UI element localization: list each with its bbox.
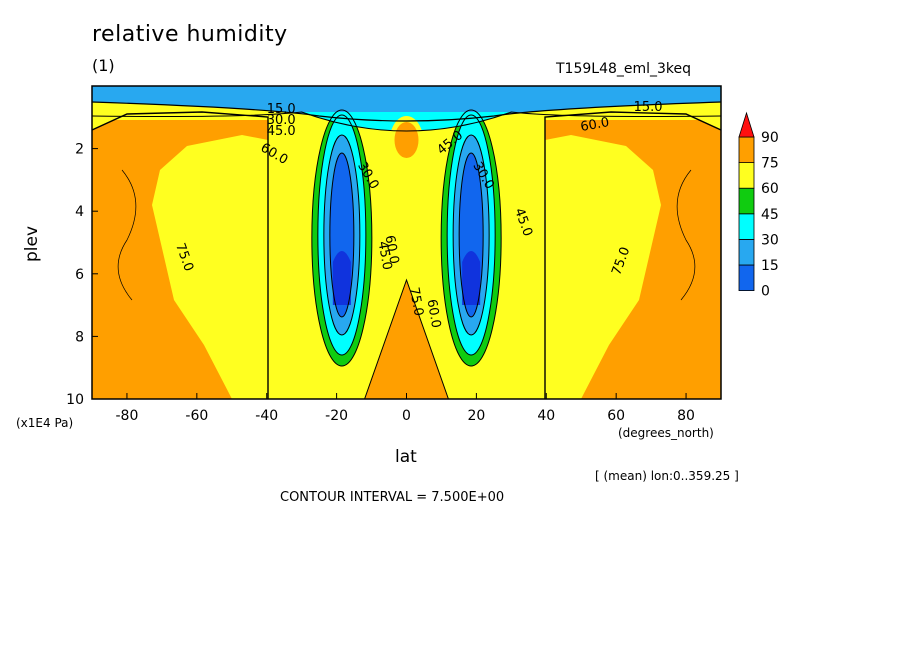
chart-title: relative humidity xyxy=(92,22,288,47)
contour-label-60-equator: 60.0 xyxy=(424,298,444,329)
contour-dry-south-1 xyxy=(446,114,496,356)
y-tick-label: 6 xyxy=(75,267,84,283)
contour-dry-south-3 xyxy=(458,152,484,318)
contour-dry-south-0 xyxy=(440,109,502,367)
contour-dry-south-2 xyxy=(452,134,490,336)
averaging-note: [ (mean) lon:0..359.25 ] xyxy=(595,469,739,483)
y-tick-label: 4 xyxy=(75,204,84,220)
y-unit-label: (x1E4 Pa) xyxy=(16,416,74,430)
colorbar-tick-label: 30 xyxy=(761,232,779,248)
yellow-zone-south xyxy=(152,135,292,399)
contour-75-north xyxy=(544,111,721,399)
colorbar-tick-label: 0 xyxy=(761,284,770,300)
contour-dry-north-0 xyxy=(311,109,373,367)
equatorial-moist-tongue xyxy=(364,280,449,399)
contour-30 xyxy=(92,111,721,132)
contour-thin-south xyxy=(117,169,137,301)
contour-label-60-inner: 60.0 xyxy=(382,234,402,265)
run-id-label: T159L48_eml_3keq xyxy=(556,61,692,77)
x-tick-label: -80 xyxy=(116,408,139,424)
contour-lines xyxy=(92,101,721,399)
x-tick-label: -40 xyxy=(255,408,278,424)
colorbar-extend-arrow xyxy=(738,111,755,138)
y-tick-label: 2 xyxy=(75,142,84,158)
upper-dry-tongue xyxy=(92,86,721,121)
colorbar-tick-label: 45 xyxy=(761,207,779,223)
x-tick-label: 0 xyxy=(402,408,411,424)
y-tick-label: 10 xyxy=(66,392,84,408)
axes: -80 -60 -40 -20 0 20 40 60 80 2 4 6 8 10 xyxy=(66,85,722,424)
x-tick-label: 40 xyxy=(537,408,555,424)
x-axis-label: lat xyxy=(395,447,417,467)
x-tick-label: -20 xyxy=(325,408,348,424)
contour-label-30-west: 30.0 xyxy=(267,113,296,128)
colorbar-swatch xyxy=(738,264,755,292)
contour-label-15-west: 15.0 xyxy=(267,102,296,117)
contour-75-south xyxy=(92,111,269,399)
colorbar-swatch xyxy=(738,136,755,164)
contour-label-15-east: 15.0 xyxy=(634,100,663,115)
colorbar-tick-label: 90 xyxy=(761,130,779,146)
contour-label-45-inner: 45.0 xyxy=(375,240,395,271)
colorbar-swatch xyxy=(738,162,755,189)
x-tick-label: 80 xyxy=(677,408,695,424)
colorbar-swatch xyxy=(738,187,755,215)
colorbar-tick-label: 75 xyxy=(761,156,779,172)
x-tick-label: 60 xyxy=(607,408,625,424)
yellow-zone-north xyxy=(521,135,661,399)
contour-equatorial xyxy=(364,278,449,399)
contour-label-75-equator: 75.0 xyxy=(406,286,426,317)
contour-dry-north-1 xyxy=(317,114,367,356)
colorbar: 0 15 30 45 60 75 90 xyxy=(738,111,779,300)
x-unit-label: (degrees_north) xyxy=(618,426,714,440)
plot-area xyxy=(92,86,721,399)
contour-label-60-east: 60.0 xyxy=(579,115,610,135)
tropical-cap-inner xyxy=(394,122,419,158)
contour-dry-north-3 xyxy=(329,152,355,318)
x-tick-label: -60 xyxy=(185,408,208,424)
contour-thin-north xyxy=(676,169,696,301)
chart-subtitle: (1) xyxy=(92,56,115,75)
contour-interval-note: CONTOUR INTERVAL = 7.500E+00 xyxy=(280,490,505,505)
colorbar-tick-label: 60 xyxy=(761,181,779,197)
contour-15 xyxy=(92,101,721,122)
colorbar-tick-label: 15 xyxy=(761,258,779,274)
driest-core-north xyxy=(332,251,351,305)
x-tick-label: 20 xyxy=(467,408,485,424)
driest-core-south xyxy=(462,251,481,305)
contour-dry-north-2 xyxy=(323,134,361,336)
contour-label-45-west: 45.0 xyxy=(267,124,296,139)
colorbar-swatch xyxy=(738,238,755,266)
y-axis-label: plev xyxy=(22,225,42,262)
colorbar-swatch xyxy=(738,213,755,240)
y-tick-label: 8 xyxy=(75,329,84,345)
